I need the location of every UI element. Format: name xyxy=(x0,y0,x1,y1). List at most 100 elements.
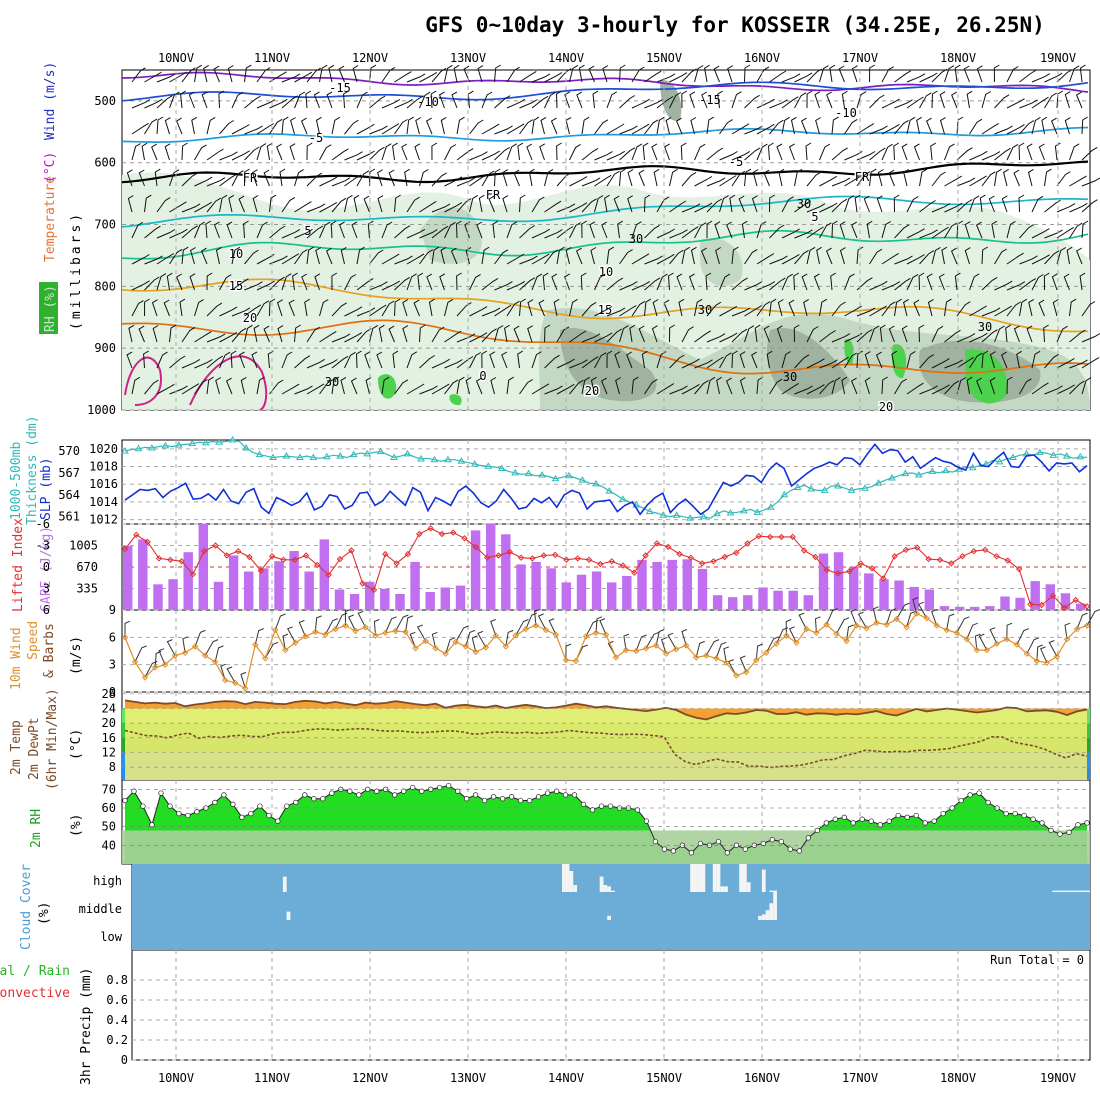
wind-barb xyxy=(513,169,520,187)
wind10-barb xyxy=(739,655,747,673)
cape-bar xyxy=(985,606,995,610)
rh2m-band xyxy=(122,830,1090,864)
wind-barb xyxy=(769,298,777,317)
wind-barb xyxy=(1006,281,1026,291)
li-marker xyxy=(608,558,615,565)
thickness-marker xyxy=(618,495,627,502)
wind-barb xyxy=(881,123,900,135)
wind-barb xyxy=(769,119,784,135)
li-marker xyxy=(631,569,638,576)
wind-barb xyxy=(831,333,851,343)
rh2m-point xyxy=(886,818,892,824)
cape-bar xyxy=(304,571,314,610)
rh2m-point xyxy=(401,788,407,794)
wind-barb xyxy=(556,383,575,395)
wind-barb xyxy=(156,116,164,135)
rh2m-point xyxy=(1048,827,1054,834)
rh2m-label-b: (%) xyxy=(69,814,84,837)
wind-barb xyxy=(706,177,726,187)
wind-barb xyxy=(1031,350,1041,369)
wind-barb xyxy=(181,246,189,265)
wind10-barb xyxy=(1064,622,1071,640)
wind10-marker xyxy=(572,657,580,665)
rh2m-point xyxy=(419,788,425,794)
wind-barb xyxy=(213,221,220,239)
wind-barb xyxy=(850,377,858,395)
cape-bar xyxy=(939,606,950,610)
wind-barb xyxy=(869,94,885,109)
wind10-label-a: 10m Wind xyxy=(9,627,24,690)
rh2m-point xyxy=(922,820,928,826)
wind-barb xyxy=(1031,274,1044,291)
wind10-marker xyxy=(702,652,710,659)
rh2m-point xyxy=(544,790,551,796)
wind-barb xyxy=(826,91,833,109)
wind-barb xyxy=(319,359,338,369)
wind-barb xyxy=(402,299,409,317)
wind10-label-d: (m/s) xyxy=(69,636,84,675)
wind-barb xyxy=(181,142,188,161)
rh2m-point xyxy=(1084,820,1090,826)
wind-barb xyxy=(856,91,867,109)
wind-barb xyxy=(331,116,341,135)
cloud-high-bar xyxy=(694,864,698,892)
wind10-barb xyxy=(912,597,919,614)
rh2m-point xyxy=(535,794,542,800)
rh2m-point xyxy=(553,788,560,794)
wind-barb xyxy=(681,383,700,395)
wind-barb xyxy=(969,352,983,369)
wind-barb xyxy=(519,119,534,135)
wind-barb xyxy=(469,306,488,317)
isotherm-label: -5 xyxy=(729,155,743,169)
wind-barb xyxy=(469,174,487,187)
wind-barb xyxy=(431,225,449,239)
rh2m-point xyxy=(275,818,281,824)
li-marker xyxy=(495,552,502,559)
wind-barb xyxy=(244,249,259,265)
li-marker xyxy=(1027,601,1034,608)
wind-barb xyxy=(981,151,1001,161)
wind-barb xyxy=(626,351,633,369)
wind-barb xyxy=(781,351,791,369)
wind-barb xyxy=(456,116,465,135)
wind-barb xyxy=(581,198,597,213)
wind-barb xyxy=(556,358,575,369)
wind-barb xyxy=(901,325,908,343)
wind-barb xyxy=(675,117,683,135)
wind-barb xyxy=(756,301,771,317)
wind-barb xyxy=(581,356,599,369)
wind-barb xyxy=(606,246,615,265)
wind-barb xyxy=(731,91,742,109)
wind-barb xyxy=(731,277,748,291)
thickness-tick: 570 xyxy=(58,444,80,458)
wind-barb xyxy=(1044,199,1061,213)
wind-barb xyxy=(627,195,633,213)
cloud-high-bar xyxy=(697,864,702,892)
rh2m-point xyxy=(311,796,317,802)
rh2m-point xyxy=(1003,810,1009,817)
top-day-label: 16NOV xyxy=(744,51,780,65)
wind-barb xyxy=(944,202,963,213)
wind10-barb xyxy=(989,627,998,644)
rh2m-point xyxy=(176,810,182,817)
wind-barb xyxy=(219,194,228,213)
li-marker xyxy=(653,540,661,547)
wind-barb xyxy=(944,298,952,317)
wind-barb xyxy=(844,332,863,343)
wind-barb xyxy=(356,150,375,161)
wind-barb xyxy=(869,280,888,291)
wind-barb xyxy=(652,299,659,317)
wind-barb xyxy=(719,195,729,213)
wind-barb xyxy=(706,147,724,161)
wind-barb xyxy=(181,67,196,83)
wind-barb xyxy=(894,70,912,83)
wind-barb xyxy=(481,307,501,317)
wind10-barb xyxy=(727,659,737,676)
rh2m-point xyxy=(356,792,362,798)
rh2m-point xyxy=(724,850,731,856)
wind-barb xyxy=(606,150,626,161)
wind-barb xyxy=(350,377,358,395)
thickness-marker xyxy=(941,466,950,474)
wind-barb xyxy=(869,248,883,265)
wind-barb xyxy=(694,298,703,317)
